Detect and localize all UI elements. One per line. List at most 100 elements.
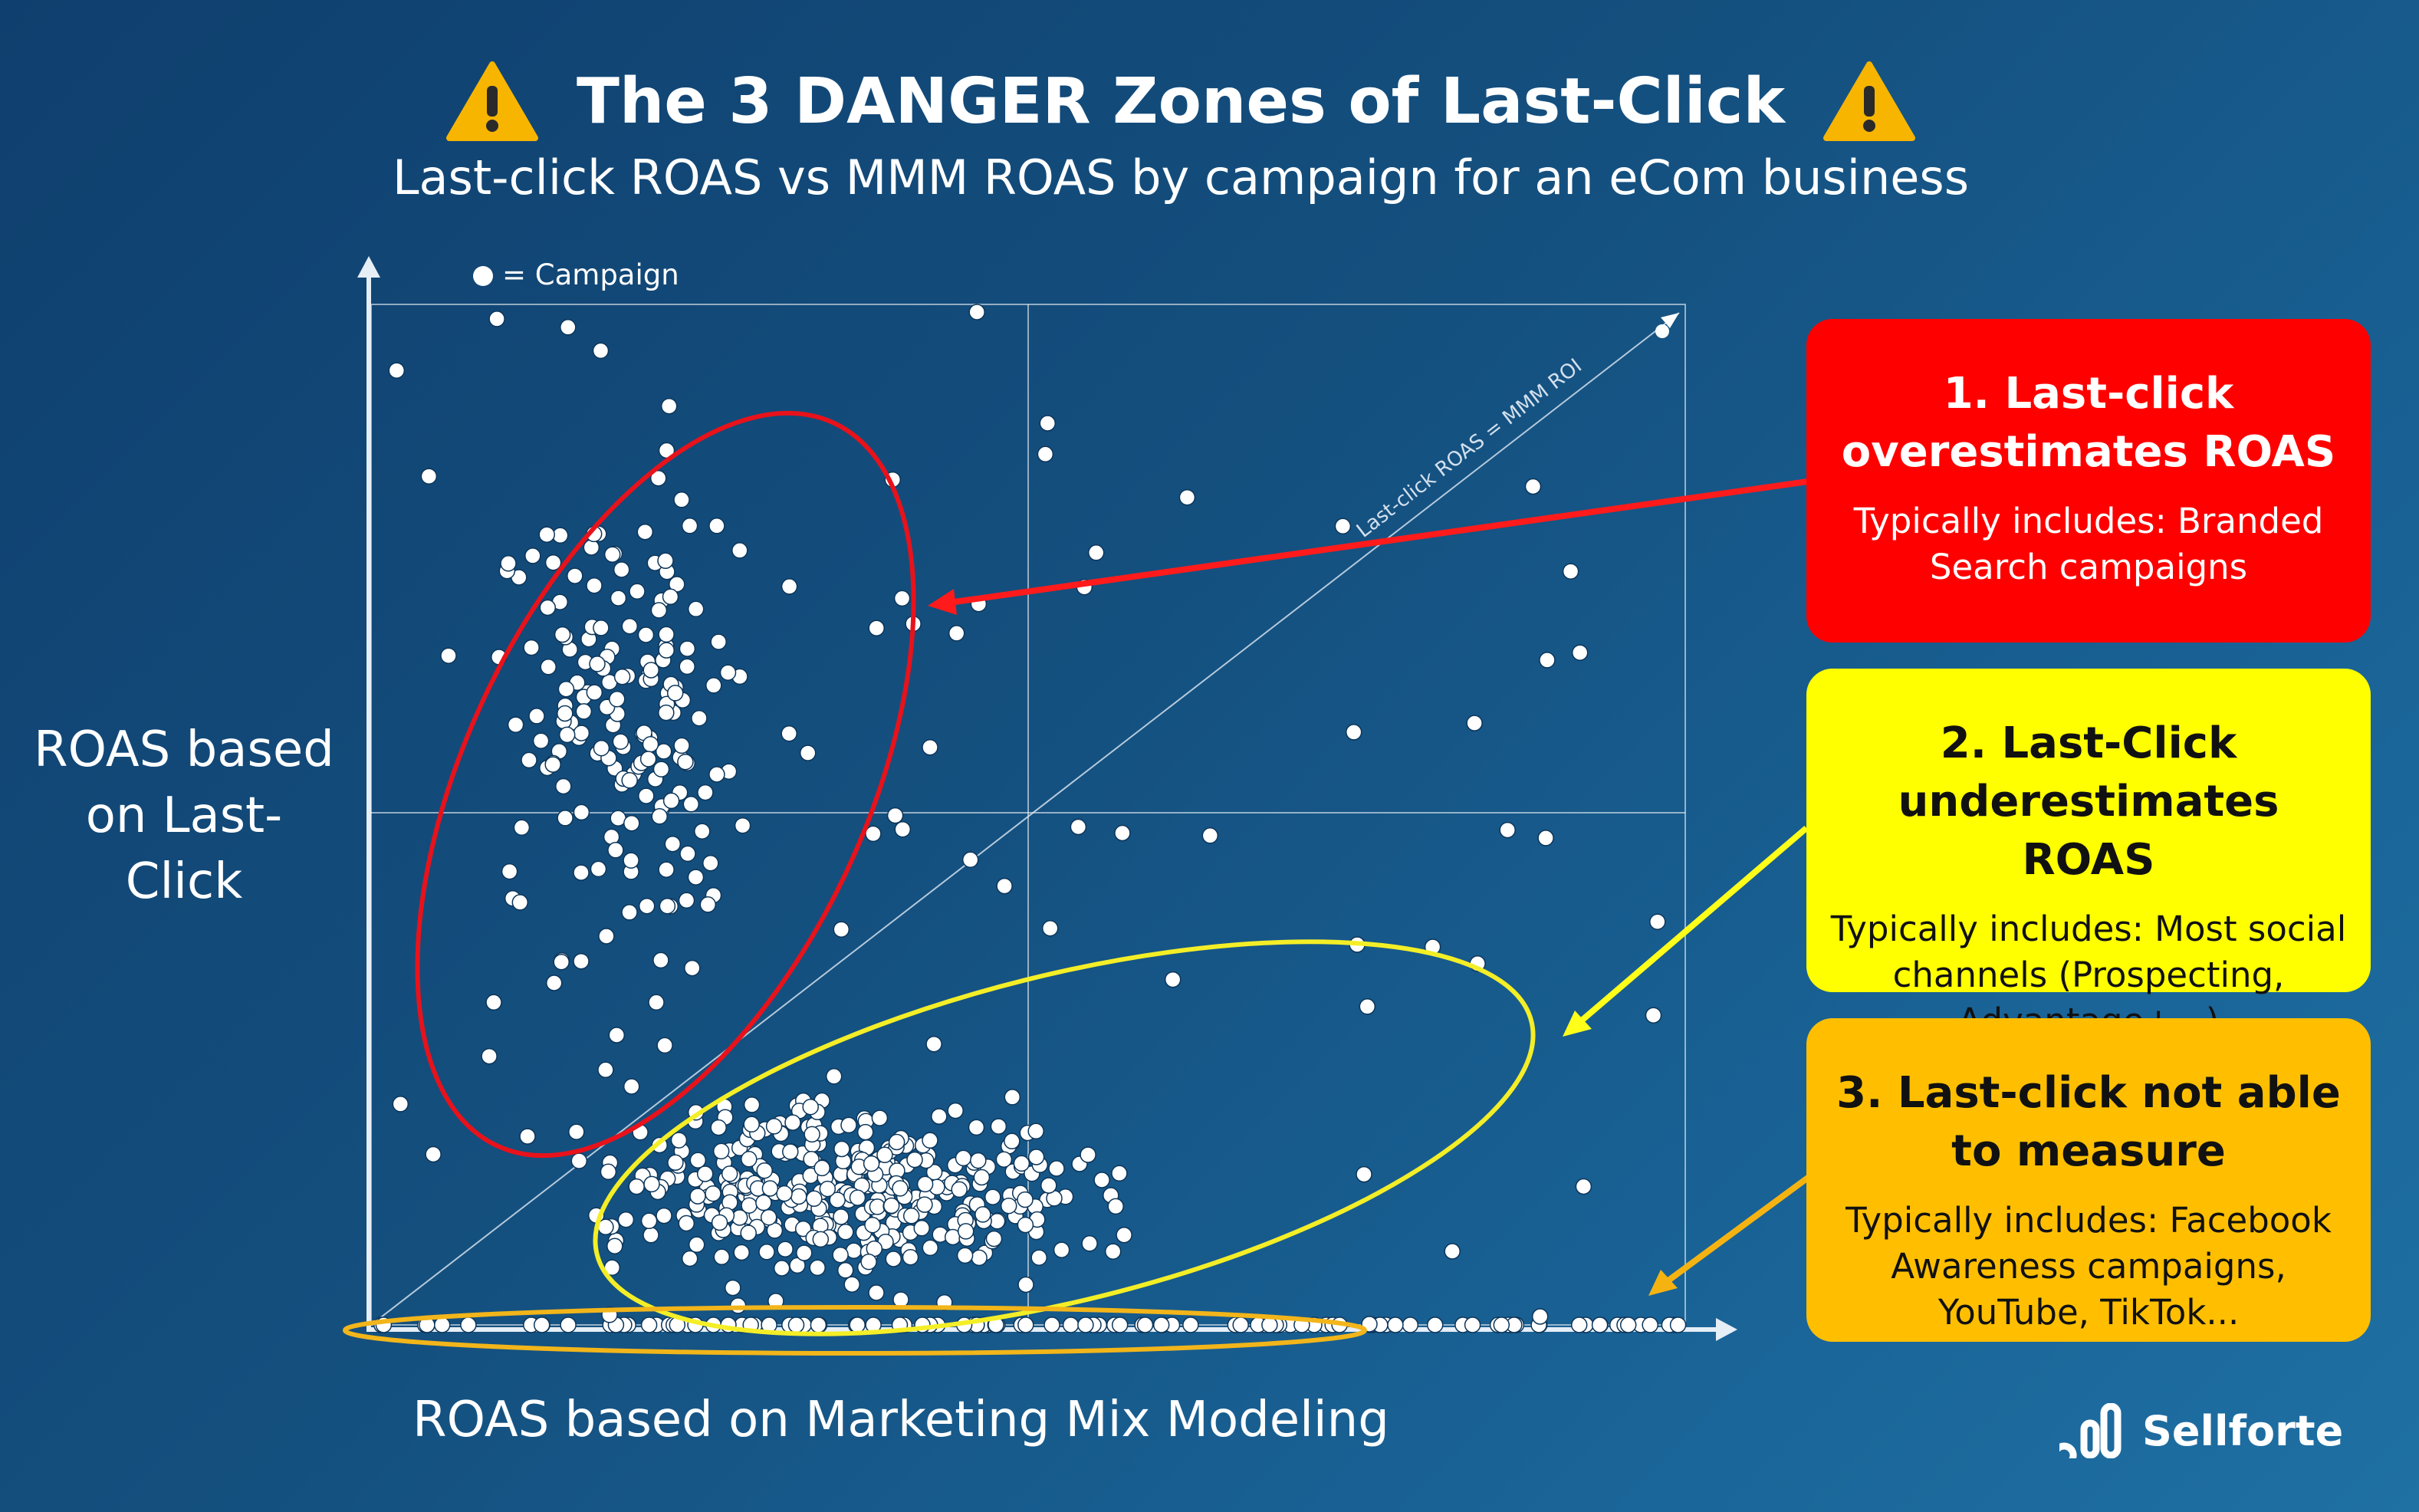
- campaign-point: [519, 1128, 536, 1145]
- campaign-point: [1039, 415, 1057, 432]
- campaign-point: [1104, 1243, 1122, 1260]
- campaign-point: [710, 633, 727, 650]
- campaign-point: [702, 854, 719, 872]
- campaign-point: [773, 1260, 790, 1277]
- campaign-point: [586, 577, 603, 594]
- campaign-point: [1387, 1316, 1404, 1333]
- campaign-point: [658, 642, 675, 659]
- campaign-point: [521, 751, 537, 769]
- campaign-point: [833, 1208, 850, 1225]
- legend: = Campaign: [473, 258, 679, 291]
- diagonal-label: Last-click ROAS = MMM ROI: [1352, 354, 1586, 542]
- campaign-point: [1027, 1122, 1044, 1140]
- campaign-point: [638, 787, 655, 804]
- campaign-point: [500, 555, 517, 572]
- campaign-point: [1570, 1316, 1588, 1333]
- campaign-point: [658, 626, 675, 643]
- campaign-point: [1040, 1177, 1057, 1194]
- campaign-point: [740, 1224, 757, 1241]
- campaign-point: [688, 1236, 705, 1254]
- campaign-point: [388, 362, 406, 379]
- campaign-point: [1152, 1316, 1170, 1333]
- callout-arrows: [928, 478, 1810, 1296]
- campaign-point: [1070, 818, 1087, 836]
- zone-card-heading: 3. Last-click not able to measure: [1836, 1068, 2341, 1176]
- warning-triangle-icon: [1823, 61, 1916, 141]
- campaign-point: [1402, 1316, 1419, 1333]
- legend-marker: [473, 266, 493, 286]
- campaign-point: [590, 860, 607, 878]
- y-axis-label: ROAS based on Last-Click: [34, 721, 334, 910]
- zone-ellipse-not-measured: [343, 1305, 1367, 1356]
- zone-card-body: Typically includes: Branded Search campa…: [1853, 501, 2324, 587]
- campaign-point: [865, 825, 882, 843]
- campaign-point: [606, 1238, 623, 1254]
- campaign-point: [609, 691, 626, 708]
- campaign-point: [902, 1208, 920, 1224]
- campaign-point: [539, 599, 557, 616]
- campaign-point: [1334, 518, 1352, 535]
- campaign-point: [787, 1316, 805, 1333]
- campaign-point: [1093, 1172, 1110, 1188]
- campaign-point: [758, 1244, 775, 1261]
- campaign-point: [651, 808, 668, 825]
- campaign-point: [598, 928, 615, 945]
- campaign-point: [799, 744, 817, 761]
- campaign-point: [1531, 1308, 1549, 1325]
- campaign-point: [679, 845, 696, 863]
- campaign-point: [968, 304, 985, 320]
- campaign-point: [713, 1248, 731, 1266]
- campaign-point: [1000, 1197, 1017, 1215]
- campaign-point: [1044, 1316, 1060, 1333]
- campaign-point: [1201, 827, 1219, 844]
- campaign-point: [557, 705, 574, 722]
- campaign-point: [554, 626, 571, 643]
- campaign-point: [1080, 1146, 1096, 1163]
- campaign-point: [863, 1155, 880, 1172]
- campaign-point: [638, 897, 656, 915]
- campaign-point: [837, 1224, 854, 1241]
- campaign-point: [575, 703, 593, 720]
- campaign-point: [657, 552, 674, 570]
- campaign-point: [1261, 1316, 1278, 1333]
- campaign-point: [1178, 488, 1196, 506]
- campaign-point: [573, 725, 590, 741]
- campaign-point: [832, 1246, 849, 1264]
- campaign-point: [603, 546, 621, 563]
- campaign-point: [1539, 652, 1556, 669]
- campaign-point: [511, 894, 529, 911]
- campaign-point: [1004, 1132, 1021, 1150]
- campaign-point: [782, 1143, 799, 1160]
- campaign-point: [876, 1146, 893, 1164]
- campaign-point: [819, 1180, 836, 1198]
- campaign-point: [658, 704, 675, 721]
- campaign-point: [592, 342, 610, 360]
- campaign-point: [743, 1116, 760, 1133]
- campaign-point: [871, 1109, 889, 1126]
- campaign-point: [1619, 1316, 1637, 1333]
- campaign-point: [843, 1276, 860, 1293]
- campaign-point: [708, 518, 725, 534]
- campaign-point: [679, 640, 696, 657]
- campaign-point: [678, 892, 695, 909]
- campaign-point: [612, 733, 629, 750]
- campaign-point: [1017, 1276, 1034, 1293]
- campaign-point: [1111, 1165, 1128, 1182]
- campaign-point: [681, 1250, 698, 1267]
- campaign-point: [1575, 1178, 1592, 1195]
- campaign-point: [1116, 1226, 1132, 1244]
- campaign-point: [833, 921, 850, 938]
- campaign-point: [667, 1154, 684, 1172]
- campaign-point: [524, 547, 541, 564]
- campaign-point: [642, 735, 659, 753]
- campaign-point: [931, 1108, 948, 1125]
- campaign-point: [643, 1227, 659, 1244]
- campaign-point: [608, 1027, 626, 1044]
- campaign-point: [1062, 1316, 1080, 1333]
- campaign-point: [643, 1175, 660, 1193]
- campaign-point: [652, 761, 670, 777]
- campaign-point: [1649, 913, 1666, 930]
- zone-card-not-measured: 3. Last-click not able to measure Typica…: [1806, 1018, 2371, 1342]
- campaign-point: [1077, 1316, 1094, 1333]
